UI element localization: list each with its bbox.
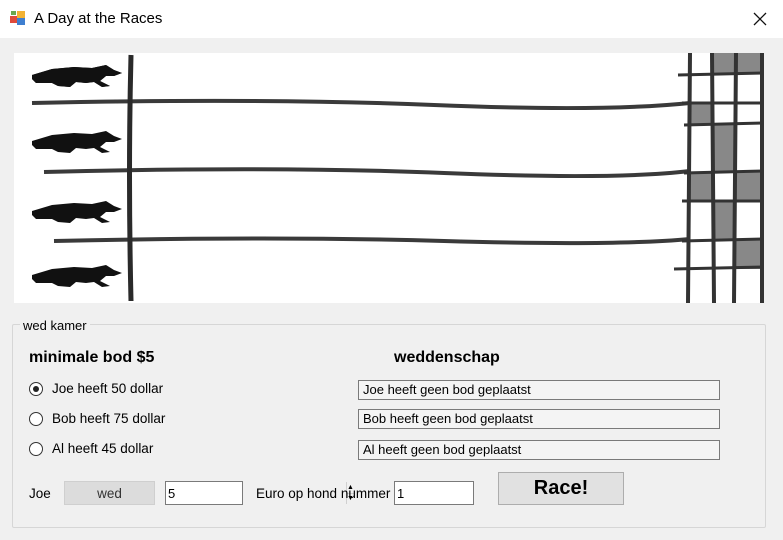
spin-up-icon[interactable]: ▲ [347,482,354,493]
radio-al[interactable]: Al heeft 45 dollar [29,441,153,456]
minimum-bet-label: minimale bod $5 [29,349,155,366]
window-title: A Day at the Races [34,10,163,27]
radio-circle[interactable] [29,411,43,426]
close-icon [753,12,767,26]
greyhound-icon [32,131,122,153]
amount-input[interactable] [166,482,346,504]
race-track-drawing [31,53,764,303]
groupbox-label: wed kamer [20,318,90,333]
start-line [127,54,134,302]
lane-line [31,98,691,111]
bet-status-joe: Joe heeft geen bod geplaatst [358,380,720,400]
race-track [14,53,764,303]
race-button[interactable]: Race! [498,472,624,505]
radio-label-joe: Joe heeft 50 dollar [52,381,164,396]
radio-circle-checked[interactable] [29,381,43,396]
app-icon [10,11,25,25]
amount-stepper[interactable]: ▲ ▼ [165,481,354,505]
radio-circle[interactable] [29,441,43,456]
bets-heading: weddenschap [394,349,500,366]
greyhound-icon [32,265,122,287]
betting-groupbox [12,324,766,528]
finish-line [673,53,764,303]
close-button[interactable] [737,0,783,38]
radio-label-bob: Bob heeft 75 dollar [52,411,166,426]
spin-down-icon[interactable]: ▼ [347,492,354,504]
bet-status-bob: Bob heeft geen bod geplaatst [358,409,720,429]
radio-joe[interactable]: Joe heeft 50 dollar [29,381,163,396]
bet-status-al: Al heeft geen bod geplaatst [358,440,720,460]
greyhound-icon [32,65,122,87]
title-bar: A Day at the Races [0,0,783,38]
radio-bob[interactable]: Bob heeft 75 dollar [29,411,165,426]
current-bettor-label: Joe [29,486,51,501]
greyhound-icon [32,201,122,223]
radio-label-al: Al heeft 45 dollar [52,441,154,456]
lane-line [53,236,691,246]
lane-line [43,167,691,179]
bet-button[interactable]: wed [64,481,155,505]
dog-number-stepper[interactable]: ▲ ▼ [394,481,583,505]
dog-number-label: Euro op hond nummer [256,486,391,501]
